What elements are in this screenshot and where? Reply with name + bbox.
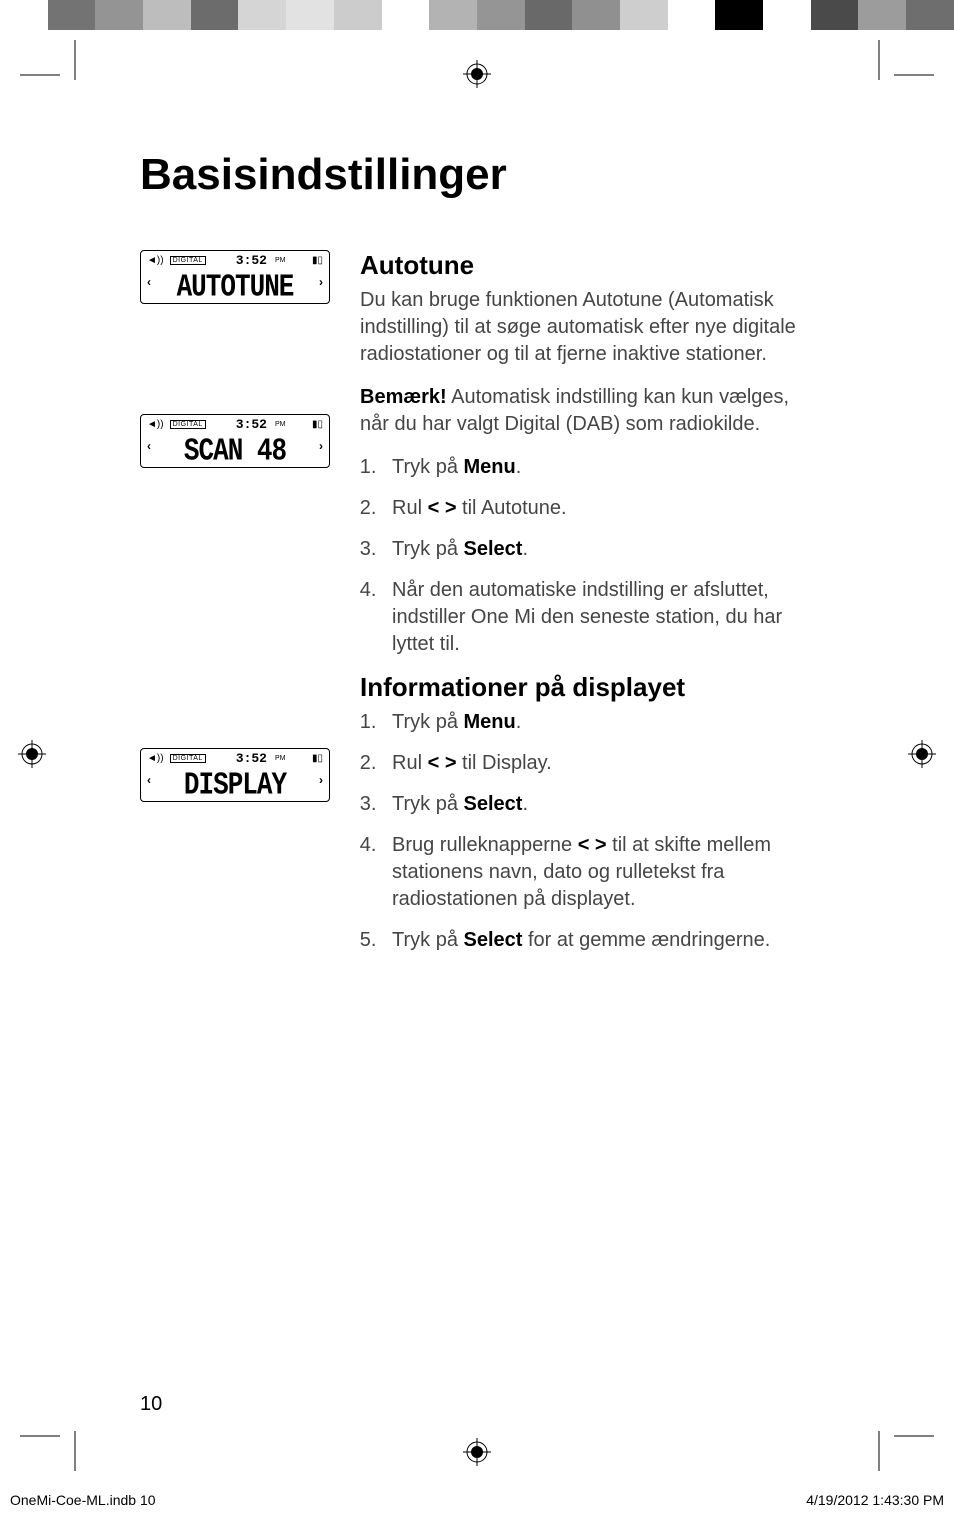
registration-mark-right	[908, 740, 936, 768]
step-2: Rul < > til Display.	[382, 750, 814, 777]
digital-badge: DIGITAL	[170, 420, 206, 429]
registration-mark-top	[463, 60, 491, 88]
step-1: Tryk på Menu.	[382, 709, 814, 736]
speaker-icon: ◄))	[147, 753, 164, 764]
lcd-scan: ◄)) DIGITAL 3:52 PM ▮▯ ‹ SCAN 48 ›	[140, 414, 330, 468]
speaker-icon: ◄))	[147, 255, 164, 266]
lcd-time: 3:52	[236, 751, 267, 766]
chevron-right-icon: ›	[319, 439, 323, 453]
signal-icon: ▮▯	[312, 753, 323, 764]
footer-timestamp: 4/19/2012 1:43:30 PM	[806, 1492, 944, 1508]
step-5: Tryk på Select for at gemme ændringerne.	[382, 927, 814, 954]
step-4: Når den automatiske indstilling er afslu…	[382, 577, 814, 658]
chevron-right-icon: ›	[319, 275, 323, 289]
step-1: Tryk på Menu.	[382, 454, 814, 481]
page-number: 10	[140, 1393, 162, 1416]
crop-mark-top-right	[864, 40, 934, 110]
step-3: Tryk på Select.	[382, 536, 814, 563]
lcd-time: 3:52	[236, 253, 267, 268]
autotune-steps: Tryk på Menu. Rul < > til Autotune. Tryk…	[360, 454, 814, 658]
lcd-time: 3:52	[236, 417, 267, 432]
step-4: Brug rulleknapperne < > til at skifte me…	[382, 832, 814, 913]
registration-mark-left	[18, 740, 46, 768]
autotune-intro: Du kan bruge funktionen Autotune (Automa…	[360, 287, 814, 368]
section-title-display: Informationer på displayet	[360, 672, 814, 703]
step-3: Tryk på Select.	[382, 791, 814, 818]
page-title: Basisindstillinger	[140, 150, 814, 200]
section-title-autotune: Autotune	[360, 250, 814, 281]
step-2: Rul < > til Autotune.	[382, 495, 814, 522]
lcd-text-display: DISPLAY	[147, 767, 323, 803]
crop-mark-bottom-left	[20, 1401, 90, 1471]
right-column: Autotune Du kan bruge funktionen Autotun…	[360, 250, 814, 968]
lcd-ampm: PM	[275, 257, 286, 264]
chevron-right-icon: ›	[319, 773, 323, 787]
signal-icon: ▮▯	[312, 255, 323, 266]
footer-filename: OneMi-Coe-ML.indb 10	[10, 1492, 156, 1508]
lcd-ampm: PM	[275, 421, 286, 428]
registration-mark-bottom	[463, 1438, 491, 1466]
digital-badge: DIGITAL	[170, 256, 206, 265]
lcd-ampm: PM	[275, 755, 286, 762]
color-bar	[0, 0, 954, 30]
digital-badge: DIGITAL	[170, 754, 206, 763]
lcd-text-autotune: AUTOTUNE	[147, 269, 323, 305]
lcd-autotune: ◄)) DIGITAL 3:52 PM ▮▯ ‹ AUTOTUNE ›	[140, 250, 330, 304]
note-label: Bemærk!	[360, 386, 447, 408]
left-column: ◄)) DIGITAL 3:52 PM ▮▯ ‹ AUTOTUNE › ◄)) …	[140, 250, 330, 968]
speaker-icon: ◄))	[147, 419, 164, 430]
lcd-display: ◄)) DIGITAL 3:52 PM ▮▯ ‹ DISPLAY ›	[140, 748, 330, 802]
crop-mark-top-left	[20, 40, 90, 110]
autotune-note: Bemærk! Automatisk indstilling kan kun v…	[360, 384, 814, 438]
lcd-text-scan: SCAN 48	[147, 433, 323, 469]
signal-icon: ▮▯	[312, 419, 323, 430]
crop-mark-bottom-right	[864, 1401, 934, 1471]
display-steps: Tryk på Menu. Rul < > til Display. Tryk …	[360, 709, 814, 954]
